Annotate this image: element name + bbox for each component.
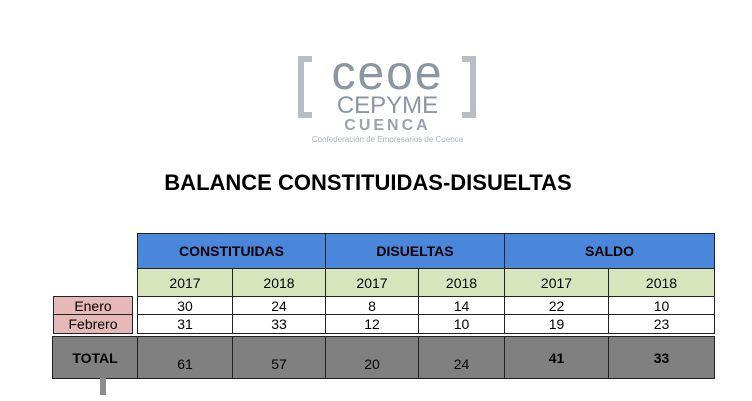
cell-value: 14 [418,296,505,315]
logo-bracket [298,56,312,118]
group-header: DISUELTAS [325,233,505,269]
cell-value: 10 [608,296,715,315]
year-header: 2017 [325,268,419,297]
cell-value: 30 [137,296,233,315]
logo-bracket [462,56,476,118]
cell-value: 31 [137,314,233,334]
logo-name: CEPYME [336,92,439,119]
logo-tagline: Confederación de Empresarios de Cuenca [311,135,464,144]
cell-value: 19 [504,314,609,334]
year-header: 2018 [608,268,715,297]
cell-value: 33 [608,336,715,379]
cell-value: 20 [325,336,419,379]
group-header: SALDO [504,233,715,269]
cell-value: 12 [325,314,419,334]
cell-value: 10 [418,314,505,334]
cell-value: 22 [504,296,609,315]
cell-value: 8 [325,296,419,315]
group-header: CONSTITUIDAS [137,233,326,269]
cell-value: 24 [232,296,326,315]
year-header: 2017 [504,268,609,297]
logo-mark: ceoe [331,47,444,100]
year-header: 2018 [418,268,505,297]
cell-value: 57 [232,336,326,379]
cell-value: 41 [504,336,609,379]
row-label: Enero [53,296,133,315]
row-label: TOTAL [52,336,138,379]
cell-value: 24 [418,336,505,379]
title: BALANCE CONSTITUIDAS-DISUELTAS [164,170,572,195]
year-header: 2018 [232,268,326,297]
row-label: Febrero [53,314,133,334]
cell-value: 23 [608,314,715,334]
decor-bar [100,378,106,395]
cell-value: 33 [232,314,326,334]
cell-value: 61 [137,336,233,379]
year-header: 2017 [137,268,233,297]
logo-city: CUENCA [344,117,431,134]
